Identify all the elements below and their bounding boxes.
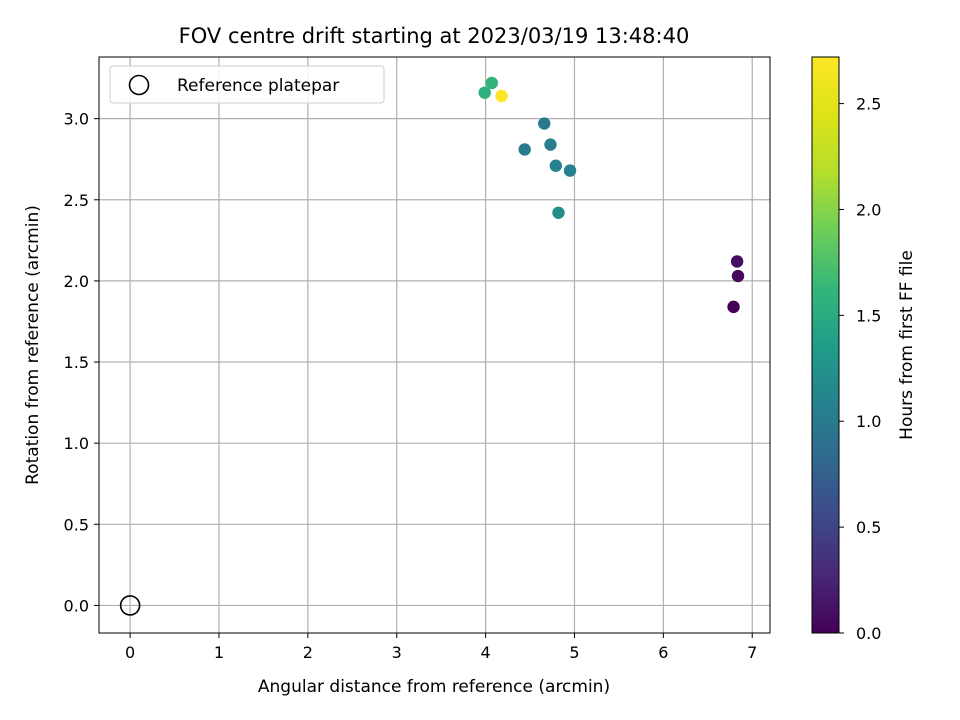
colorbar-tick-label: 2.0	[856, 200, 881, 219]
colorbar-ticks: 0.0 0.5 1.0 1.5 2.0 2.5	[839, 95, 881, 643]
drift-point	[549, 159, 563, 172]
colorbar-tick-label: 1.5	[856, 306, 881, 325]
legend-box	[109, 65, 385, 104]
x-tick-label: 4	[481, 643, 491, 662]
drift-point	[495, 89, 508, 103]
y-tick-label: 0.5	[64, 515, 89, 534]
drift-point	[727, 300, 740, 314]
x-tick-label: 7	[747, 643, 757, 662]
y-tick-label: 3.0	[64, 110, 89, 129]
legend: Reference platepar	[109, 65, 385, 104]
y-tick-label: 1.5	[64, 353, 89, 372]
y-tick-label: 1.0	[64, 434, 89, 453]
legend-entry-reference-platepar: Reference platepar	[177, 76, 339, 96]
drift-point	[731, 269, 745, 283]
axis-ticks: 0 1 2 3 4 5 6 7 0.0 0.5 1.0 1.5 2.0 2.5 3.0	[64, 110, 758, 662]
y-tick-label: 2.5	[64, 191, 89, 210]
drift-point	[485, 76, 499, 90]
chart-title: FOV centre drift starting at 2023/03/19 …	[179, 24, 690, 48]
y-tick-label: 0.0	[64, 596, 89, 615]
drift-point	[730, 255, 744, 268]
grid-lines	[99, 57, 770, 633]
drift-point	[518, 143, 531, 156]
scatter-points	[119, 76, 745, 616]
colorbar-gradient	[812, 57, 839, 633]
colorbar-tick-label: 0.0	[856, 624, 881, 643]
drift-point	[478, 86, 491, 99]
x-tick-label: 2	[303, 643, 313, 662]
y-axis-label: Rotation from reference (arcmin)	[23, 205, 43, 485]
x-tick-label: 5	[569, 643, 579, 662]
colorbar-tick-label: 0.5	[856, 518, 881, 537]
x-tick-label: 0	[125, 643, 135, 662]
reference-platepar-point	[119, 595, 141, 616]
drift-point	[544, 138, 557, 151]
colorbar: 0.0 0.5 1.0 1.5 2.0 2.5 Hours from first FF f…	[811, 56, 917, 643]
plot-area-frame	[98, 56, 771, 634]
colorbar-tick-label: 2.5	[856, 95, 881, 114]
x-axis-label: Angular distance from reference (arcmin)	[258, 677, 610, 697]
y-tick-label: 2.0	[64, 272, 89, 291]
colorbar-label: Hours from first FF file	[897, 250, 917, 440]
x-tick-label: 3	[392, 643, 402, 662]
x-tick-label: 6	[658, 643, 668, 662]
drift-point	[563, 164, 577, 177]
legend-marker-open-circle	[128, 74, 150, 96]
x-tick-label: 1	[214, 643, 224, 662]
drift-point	[538, 117, 551, 130]
colorbar-tick-label: 1.0	[856, 412, 881, 431]
colorbar-frame	[811, 56, 840, 634]
drift-point	[552, 206, 565, 219]
